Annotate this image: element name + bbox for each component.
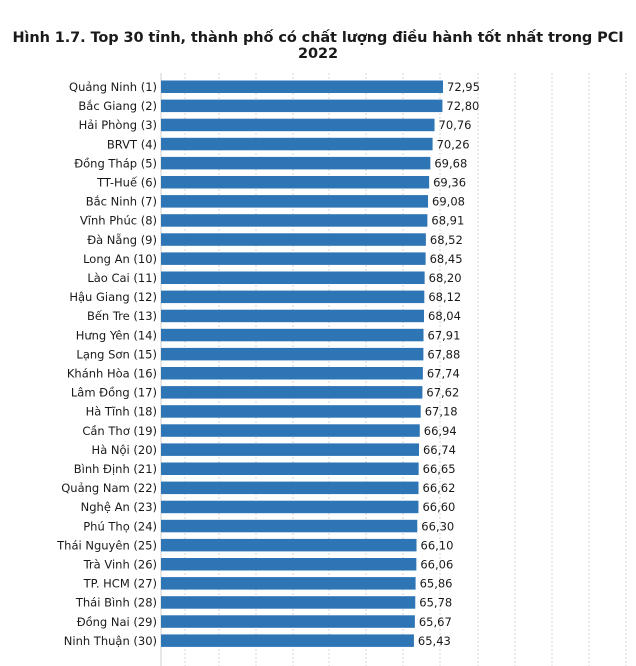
category-label: Đồng Tháp (5) <box>74 156 157 170</box>
category-label: Trà Vinh (26) <box>83 558 157 572</box>
category-label: Bắc Ninh (7) <box>86 195 157 209</box>
bar-series <box>161 80 443 647</box>
bar <box>161 137 433 151</box>
category-label: Thái Nguyên (25) <box>56 538 157 552</box>
bar <box>161 424 420 437</box>
value-label: 69,08 <box>432 195 465 209</box>
bar <box>161 500 419 514</box>
category-label: Hà Tĩnh (18) <box>86 405 157 419</box>
category-label: Lâm Đồng (17) <box>71 386 157 400</box>
value-label: 67,18 <box>425 405 458 419</box>
category-label: Cần Thơ (19) <box>82 424 157 438</box>
bar <box>161 214 428 227</box>
bar <box>161 538 417 552</box>
category-label: Đồng Nai (29) <box>77 615 157 629</box>
value-label: 67,91 <box>428 328 461 342</box>
bar <box>161 271 425 284</box>
value-label: 70,26 <box>437 137 470 151</box>
value-label: 66,94 <box>424 424 457 438</box>
bar <box>161 596 416 609</box>
bar <box>161 405 421 418</box>
value-label: 72,80 <box>446 99 479 113</box>
value-label: 67,62 <box>426 386 459 400</box>
value-label: 65,78 <box>419 596 452 610</box>
bar <box>161 99 443 113</box>
value-label: 69,36 <box>433 176 466 190</box>
value-label: 66,10 <box>421 538 454 552</box>
bar <box>161 252 426 265</box>
value-label: 67,88 <box>427 347 460 361</box>
value-label: 67,74 <box>427 367 460 381</box>
bar <box>161 309 425 323</box>
category-label: Bắc Giang (2) <box>78 99 157 113</box>
category-label: Phú Thọ (24) <box>83 519 157 533</box>
bar <box>161 347 424 361</box>
value-label: 65,43 <box>418 634 451 648</box>
value-label: 69,68 <box>434 156 467 170</box>
category-label: Bình Định (21) <box>74 462 157 476</box>
value-label: 68,45 <box>430 252 463 266</box>
bar <box>161 462 419 475</box>
category-label: Đà Nẵng (9) <box>87 233 157 247</box>
category-label: Nghệ An (23) <box>81 500 157 514</box>
category-label: Thái Bình (28) <box>75 596 157 610</box>
category-label: Quảng Nam (22) <box>61 481 157 495</box>
category-label: Hậu Giang (12) <box>69 290 157 304</box>
value-label: 65,86 <box>420 577 453 591</box>
category-label: Hưng Yên (14) <box>76 328 157 342</box>
bar <box>161 615 415 628</box>
value-label: 68,04 <box>428 309 461 323</box>
category-label: Hà Nội (20) <box>92 443 157 457</box>
bar <box>161 481 419 495</box>
category-label: Hải Phòng (3) <box>79 118 157 132</box>
category-label: TP. HCM (27) <box>83 577 157 591</box>
category-label: TT-Huế (6) <box>96 176 157 190</box>
bar <box>161 577 416 590</box>
category-label: Lạng Sơn (15) <box>76 347 157 361</box>
value-label: 66,30 <box>421 519 454 533</box>
value-label: 66,06 <box>420 558 453 572</box>
value-label: 68,20 <box>429 271 462 285</box>
value-label: 70,76 <box>439 118 472 132</box>
category-label: Long An (10) <box>83 252 157 266</box>
bar <box>161 118 435 132</box>
bar <box>161 558 417 571</box>
value-label: 66,60 <box>422 500 455 514</box>
bar <box>161 367 423 380</box>
value-label: 68,52 <box>430 233 463 247</box>
category-label: Vĩnh Phúc (8) <box>80 214 157 228</box>
bar <box>161 634 414 647</box>
bar <box>161 80 443 93</box>
bar <box>161 328 424 342</box>
category-label: Bến Tre (13) <box>87 309 157 323</box>
bar <box>161 233 426 246</box>
bar <box>161 156 431 170</box>
category-label: Quảng Ninh (1) <box>69 80 157 94</box>
value-labels: 72,95 72,80 70,76 70,26 69,68 69,36 69,08 68,91… <box>418 80 480 648</box>
bar <box>161 195 429 208</box>
bar <box>161 176 430 189</box>
value-label: 72,95 <box>447 80 480 94</box>
value-label: 66,62 <box>423 481 456 495</box>
category-labels: Quảng Ninh (1) Bắc Giang (2) Hải Phòng (3)… <box>56 80 157 648</box>
value-label: 66,65 <box>423 462 456 476</box>
bar <box>161 290 425 304</box>
bar <box>161 386 423 399</box>
value-label: 68,91 <box>431 214 464 228</box>
category-label: Khánh Hòa (16) <box>67 367 157 381</box>
category-label: Ninh Thuận (30) <box>64 634 157 648</box>
category-label: Lào Cai (11) <box>87 271 157 285</box>
value-label: 68,12 <box>428 290 461 304</box>
chart-title: Hình 1.7. Top 30 tỉnh, thành phố có chất… <box>12 30 624 62</box>
bar <box>161 443 419 456</box>
bar <box>161 519 418 533</box>
category-label: BRVT (4) <box>107 137 157 151</box>
value-label: 66,74 <box>423 443 456 457</box>
value-label: 65,67 <box>419 615 452 629</box>
